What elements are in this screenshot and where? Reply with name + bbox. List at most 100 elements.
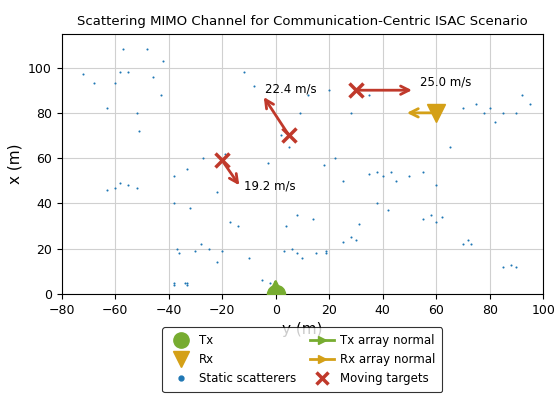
- Point: [445, 144, 454, 150]
- Point: [102, 105, 111, 112]
- Point: [298, 255, 307, 261]
- Point: [512, 263, 521, 270]
- Point: [325, 87, 334, 94]
- Title: Scattering MIMO Channel for Communication-Centric ISAC Scenario: Scattering MIMO Channel for Communicatio…: [77, 15, 528, 28]
- Point: [498, 263, 507, 270]
- Point: [287, 245, 296, 252]
- Point: [432, 182, 441, 189]
- Point: [266, 279, 275, 286]
- Point: [498, 110, 507, 116]
- Point: [466, 241, 475, 247]
- Point: [170, 200, 179, 207]
- Y-axis label: x (m): x (m): [7, 144, 22, 184]
- Point: [135, 128, 144, 134]
- Point: [352, 236, 361, 243]
- Point: [304, 92, 312, 98]
- Point: [386, 168, 395, 175]
- Point: [284, 144, 293, 150]
- Point: [459, 241, 468, 247]
- Point: [373, 200, 382, 207]
- Legend: Tx, Rx, Static scatterers, Tx array normal, Rx array normal, Moving targets: Tx, Rx, Static scatterers, Tx array norm…: [162, 327, 442, 392]
- Point: [258, 277, 267, 284]
- Point: [143, 46, 152, 53]
- Point: [159, 58, 168, 64]
- Point: [279, 248, 288, 255]
- Point: [491, 118, 500, 125]
- Point: [437, 214, 446, 220]
- Point: [156, 92, 165, 98]
- Text: 22.4 m/s: 22.4 m/s: [265, 82, 316, 95]
- Point: [234, 223, 242, 229]
- Point: [132, 110, 141, 116]
- X-axis label: y (m): y (m): [282, 322, 323, 337]
- Point: [250, 82, 259, 89]
- Point: [517, 92, 526, 98]
- Point: [373, 168, 382, 175]
- Point: [295, 110, 304, 116]
- Point: [365, 171, 374, 177]
- Point: [354, 220, 363, 227]
- Point: [218, 248, 227, 255]
- Point: [183, 166, 192, 173]
- Point: [124, 69, 133, 76]
- Point: [196, 241, 205, 247]
- Point: [111, 80, 120, 87]
- Point: [480, 110, 489, 116]
- Point: [319, 162, 328, 168]
- Point: [89, 80, 98, 87]
- Point: [464, 236, 473, 243]
- Point: [418, 216, 427, 223]
- Point: [378, 173, 387, 180]
- Point: [330, 155, 339, 162]
- Text: 25.0 m/s: 25.0 m/s: [420, 76, 472, 89]
- Point: [220, 150, 229, 157]
- Point: [170, 173, 179, 180]
- Point: [119, 46, 128, 53]
- Point: [391, 177, 400, 184]
- Point: [244, 255, 253, 261]
- Point: [116, 69, 125, 76]
- Point: [292, 250, 301, 257]
- Point: [185, 205, 194, 211]
- Point: [512, 110, 521, 116]
- Point: [170, 281, 179, 288]
- Point: [180, 279, 189, 286]
- Point: [459, 105, 468, 112]
- Point: [239, 69, 248, 76]
- Point: [311, 250, 320, 257]
- Point: [204, 245, 213, 252]
- Point: [322, 250, 331, 257]
- Point: [183, 281, 192, 288]
- Point: [191, 248, 200, 255]
- Point: [322, 248, 331, 255]
- Point: [418, 168, 427, 175]
- Point: [432, 218, 441, 225]
- Point: [116, 180, 125, 186]
- Point: [263, 159, 272, 166]
- Point: [525, 100, 534, 107]
- Point: [226, 218, 235, 225]
- Point: [102, 186, 111, 193]
- Point: [277, 132, 286, 139]
- Point: [212, 259, 221, 266]
- Point: [212, 189, 221, 195]
- Point: [365, 92, 374, 98]
- Point: [485, 105, 494, 112]
- Point: [405, 173, 414, 180]
- Point: [426, 211, 435, 218]
- Point: [111, 184, 120, 191]
- Point: [170, 279, 179, 286]
- Point: [346, 234, 355, 241]
- Point: [148, 73, 157, 80]
- Point: [124, 182, 133, 189]
- Point: [78, 71, 87, 78]
- Point: [172, 245, 181, 252]
- Point: [309, 216, 318, 223]
- Point: [175, 250, 184, 257]
- Point: [338, 239, 347, 245]
- Point: [338, 177, 347, 184]
- Point: [346, 110, 355, 116]
- Point: [183, 279, 192, 286]
- Point: [282, 223, 291, 229]
- Point: [472, 100, 481, 107]
